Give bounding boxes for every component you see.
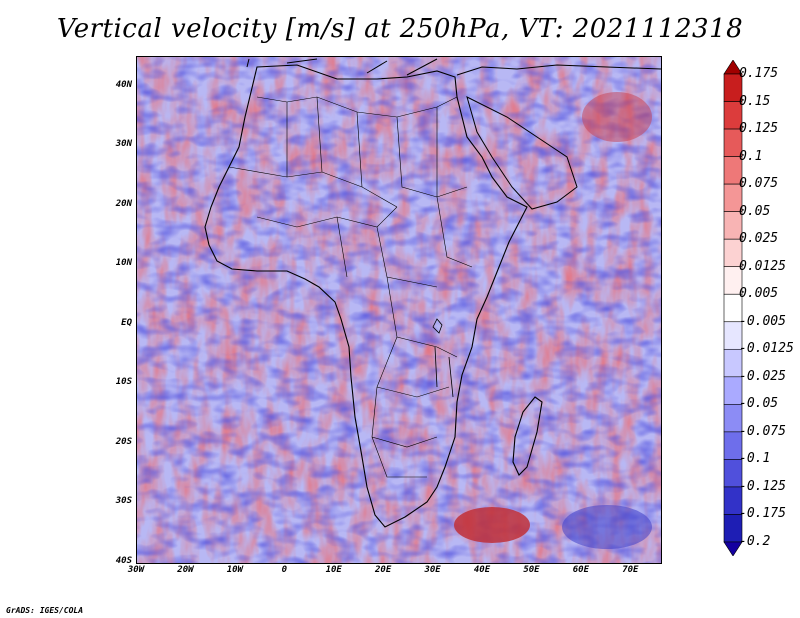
lon-tick-label: 20E [375,565,392,575]
grads-credit: GrADS: IGES/COLA [6,606,84,615]
colorbar-label: -0.025 [739,368,786,384]
map-title: Vertical velocity [m/s] at 250hPa, VT: 2… [56,14,744,44]
lon-tick-label: 20W [177,565,194,575]
lon-tick-label: 10E [325,565,342,575]
colorbar-label: 0.125 [739,121,779,137]
colorbar-label: -0.2 [739,534,771,549]
colorbar-label: 0.15 [739,93,771,109]
colorbar-label: -0.1 [739,451,771,467]
velocity-map [136,56,662,564]
lon-tick-label: 70E [622,565,639,575]
lat-tick-label: 10N [115,258,132,269]
lon-tick-label: 40E [473,565,491,575]
colorbar-label: 0.075 [739,176,779,192]
colorbar-label: 0.005 [739,286,779,302]
strong-descent-south-indian-ocean [562,505,652,549]
strong-ascent-southeast [454,507,530,543]
colorbar-label: -0.075 [739,423,786,439]
lat-tick-label: 40S [115,556,132,566]
colorbar-label: 0.05 [739,203,771,219]
colorbar [723,60,743,556]
colorbar-label: 0.0125 [739,258,786,274]
madagascar-coastline [512,396,543,476]
lakes [432,318,454,398]
colorbar-label: -0.005 [739,313,786,329]
lon-tick-label: 10W [226,565,243,575]
lon-tick-label: 0 [281,565,287,575]
africa-coastline [204,64,528,528]
lat-tick-label: 30N [115,139,132,150]
lon-tick-label: 30E [424,565,441,575]
colorbar-label: -0.175 [739,506,786,522]
colorbar-label: 0.025 [739,231,779,247]
lat-tick-label: 20S [115,436,132,447]
lat-tick-label: 30S [115,496,132,507]
colorbar-label: 0.175 [739,66,779,81]
colorbar-swatch [723,541,743,556]
lat-tick-label: EQ [121,317,132,328]
europe-coastline [246,58,661,76]
field-blue-pattern [137,57,661,563]
colorbar-label: -0.125 [739,478,786,494]
lat-tick-label: 10S [115,377,132,388]
colorbar-label: -0.0125 [739,341,794,357]
lon-tick-label: 30W [127,565,145,575]
lat-tick-label: 40N [115,79,132,90]
colorbar-label: 0.1 [739,148,763,164]
lat-tick-label: 20N [115,198,132,209]
lon-tick-label: 50E [523,565,540,575]
arabia-coastline [466,96,578,210]
ascent-arabia [582,92,652,142]
colorbar-label: -0.05 [739,396,779,412]
country-borders [228,96,473,478]
lon-tick-label: 60E [572,565,590,575]
